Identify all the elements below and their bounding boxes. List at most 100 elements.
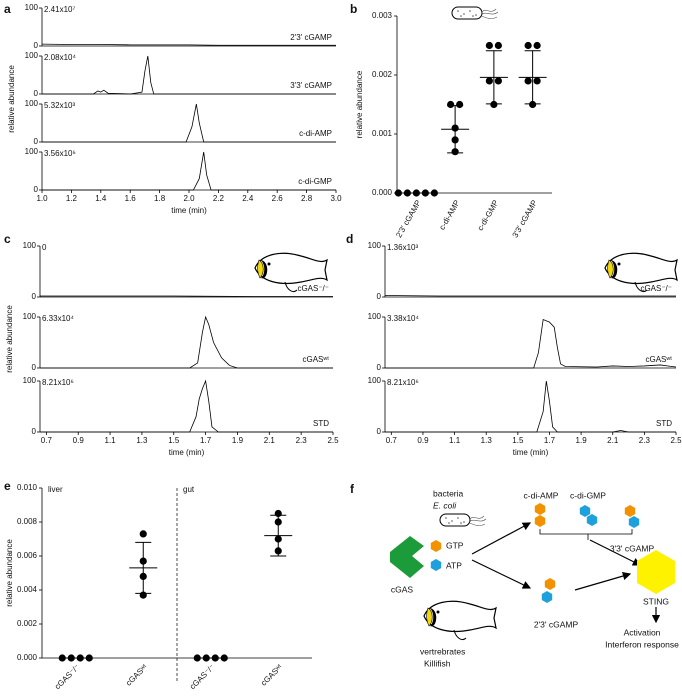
y-tick-label: 0 — [34, 137, 39, 146]
y-tick-label: 0.003 — [372, 11, 393, 20]
label: E. coli — [433, 500, 457, 510]
data-point — [447, 100, 455, 109]
trace-intensity: 1.36x10³ — [387, 243, 418, 252]
x-tick-label: 0.7 — [41, 436, 53, 445]
data-point — [494, 77, 502, 85]
x-tick-label: 0.9 — [73, 436, 85, 445]
x-tick-label: c-di-AMP — [437, 199, 461, 232]
trace-intensity: 3.38x10⁴ — [387, 314, 419, 323]
molecule — [541, 591, 553, 603]
y-tick-label: 100 — [368, 241, 382, 250]
data-point — [456, 100, 464, 109]
trace-line — [385, 380, 676, 433]
y-tick-label: 100 — [23, 376, 37, 385]
molecule — [544, 578, 556, 590]
x-tick-label: 3.0 — [330, 194, 342, 203]
panel-letter: f — [350, 482, 355, 496]
y-tick-label: 0.001 — [372, 129, 393, 138]
pathway-diagram: f bacteria E. coli c-di-AMP c-di-GMP 3'3… — [350, 482, 679, 668]
trace-intensity: 2.08x10⁴ — [44, 53, 76, 62]
y-tick-label: 0.010 — [17, 483, 38, 492]
trace-line — [385, 318, 677, 369]
error-bar — [270, 514, 287, 557]
x-tick-label: 2.1 — [264, 436, 276, 445]
y-axis-label: relative abundance — [7, 65, 16, 133]
trace-name: cGAS⁻/⁻ — [640, 284, 672, 293]
y-tick-label: 0 — [34, 89, 39, 98]
bacteria-icon — [439, 513, 487, 527]
group-label: gut — [183, 485, 195, 494]
trace-intensity: 3.56x10⁶ — [44, 149, 76, 158]
trace-name: STD — [656, 419, 672, 428]
y-tick-label: 0 — [377, 363, 382, 372]
y-tick-label: 0 — [32, 363, 37, 372]
trace-name: cGAS⁻/⁻ — [297, 284, 329, 293]
x-tick-label: cGAS⁻/⁻ — [188, 663, 217, 692]
trace-name: cGASʷᵗ — [303, 355, 330, 364]
x-tick-label: cGASʷᵗ — [124, 662, 149, 687]
x-tick-label: 1.3 — [136, 436, 148, 445]
error-bar — [135, 541, 152, 594]
y-tick-label: 0 — [32, 292, 37, 301]
data-point — [490, 100, 498, 109]
label: Interferon response — [605, 639, 679, 649]
x-tick-label: 1.1 — [105, 436, 117, 445]
label: 2'3' cGAMP — [534, 619, 579, 629]
y-tick-label: 0 — [377, 427, 382, 436]
y-tick-label: 0 — [377, 292, 382, 301]
bracket — [539, 529, 633, 540]
panel-letter: a — [4, 2, 11, 16]
x-tick-label: 2.1 — [607, 436, 619, 445]
x-tick-label: 3'3' cGAMP — [511, 199, 540, 240]
y-tick-label: 0.000 — [17, 653, 38, 662]
x-tick-label: 2'3' cGAMP — [394, 199, 423, 240]
trace-intensity: 2.41x10⁷ — [44, 5, 75, 14]
data-point — [485, 41, 493, 50]
y-tick-label: 100 — [25, 147, 39, 156]
panel-letter: c — [4, 232, 11, 246]
x-tick-label: 2.4 — [242, 194, 254, 203]
trace-intensity: 6.33x10⁴ — [42, 314, 74, 323]
y-axis-label: relative abundance — [355, 70, 364, 138]
trace-intensity: 0 — [42, 243, 47, 252]
x-tick-label: 0.7 — [386, 436, 398, 445]
x-tick-label: 1.9 — [576, 436, 588, 445]
x-tick-label: cGASʷᵗ — [259, 662, 284, 687]
x-tick-label: 1.1 — [449, 436, 461, 445]
y-tick-label: 0.008 — [17, 517, 38, 526]
trace-name: c-di-GMP — [298, 177, 332, 186]
error-bar — [485, 50, 502, 105]
panel-letter: b — [350, 2, 357, 16]
x-tick-label: 2.8 — [301, 194, 313, 203]
x-tick-label: c-di-GMP — [476, 199, 501, 233]
data-point — [430, 189, 438, 197]
label: 3'3' cGAMP — [610, 543, 655, 553]
label: GTP — [446, 540, 464, 550]
trace-name: c-di-AMP — [299, 129, 332, 138]
x-tick-label: 1.7 — [544, 436, 556, 445]
trace-line — [42, 55, 336, 95]
sting-icon — [637, 550, 675, 594]
y-tick-label: 100 — [25, 3, 39, 12]
x-tick-label: 2.5 — [327, 436, 339, 445]
y-tick-label: 100 — [368, 312, 382, 321]
fish-icon — [423, 600, 497, 641]
x-tick-label: 1.4 — [95, 194, 107, 203]
x-tick-label: 1.3 — [481, 436, 493, 445]
label: ATP — [446, 560, 462, 570]
molecule — [624, 505, 636, 517]
data-point — [533, 41, 541, 50]
x-tick-label: 1.9 — [232, 436, 244, 445]
molecule — [579, 505, 591, 517]
label: vertrebrates — [420, 646, 465, 656]
data-point — [139, 530, 147, 538]
x-tick-label: 2.5 — [670, 436, 682, 445]
error-bar — [524, 50, 541, 105]
y-tick-label: 100 — [23, 241, 37, 250]
molecule — [534, 515, 546, 527]
data-point — [524, 41, 532, 50]
y-tick-label: 0.000 — [372, 188, 393, 197]
y-tick-label: 0.002 — [17, 619, 38, 628]
trace-intensity: 5.32x10³ — [44, 101, 75, 110]
